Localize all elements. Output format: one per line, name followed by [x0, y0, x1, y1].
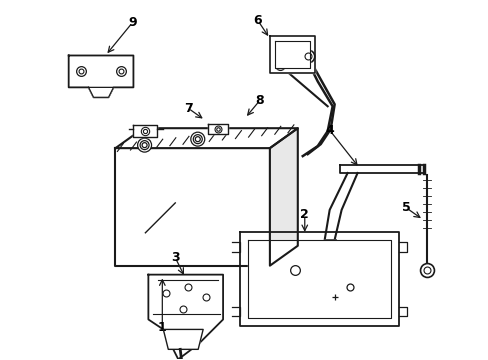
Text: 3: 3 [171, 251, 179, 264]
Polygon shape [339, 165, 424, 173]
Polygon shape [274, 41, 309, 68]
Polygon shape [132, 125, 156, 137]
Polygon shape [269, 128, 297, 266]
Polygon shape [115, 148, 269, 266]
Polygon shape [207, 124, 227, 134]
Polygon shape [68, 55, 133, 97]
Polygon shape [115, 128, 297, 148]
Circle shape [140, 141, 149, 150]
Text: 1: 1 [158, 321, 166, 334]
Text: 5: 5 [401, 201, 410, 215]
Text: 9: 9 [128, 16, 137, 29]
Text: 8: 8 [255, 94, 264, 107]
Circle shape [193, 135, 202, 144]
Circle shape [190, 132, 204, 146]
Text: 6: 6 [253, 14, 262, 27]
Circle shape [195, 137, 200, 141]
Circle shape [137, 138, 151, 152]
Text: 4: 4 [325, 124, 333, 137]
Polygon shape [88, 87, 113, 97]
Polygon shape [148, 275, 223, 359]
Text: 7: 7 [183, 102, 192, 115]
Polygon shape [240, 232, 399, 327]
Polygon shape [163, 329, 203, 349]
Polygon shape [247, 240, 390, 319]
Polygon shape [269, 36, 314, 73]
Circle shape [142, 143, 147, 148]
Text: 2: 2 [300, 208, 308, 221]
